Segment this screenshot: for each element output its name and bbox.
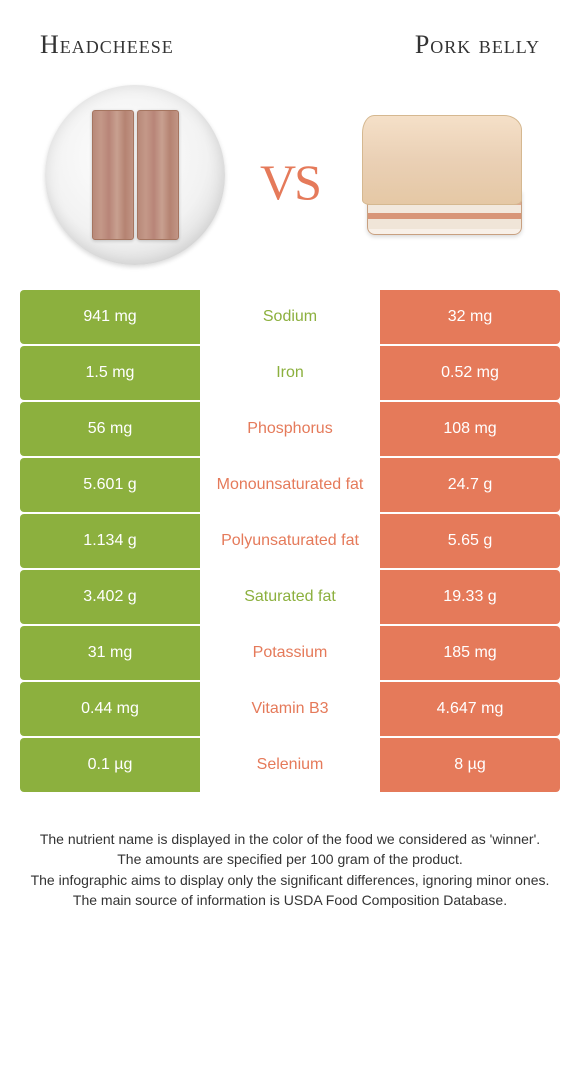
food-title-right: Pork belly <box>415 30 540 60</box>
value-right: 8 µg <box>380 738 560 792</box>
food-image-left <box>40 90 230 260</box>
hero-row: vs <box>0 70 580 290</box>
nutrient-name: Saturated fat <box>200 570 380 624</box>
value-left: 1.5 mg <box>20 346 200 400</box>
header: Headcheese Pork belly <box>0 0 580 70</box>
value-left: 0.1 µg <box>20 738 200 792</box>
footer-line: The main source of information is USDA F… <box>25 890 555 910</box>
value-right: 4.647 mg <box>380 682 560 736</box>
value-left: 1.134 g <box>20 514 200 568</box>
value-left: 3.402 g <box>20 570 200 624</box>
nutrient-name: Polyunsaturated fat <box>200 514 380 568</box>
vs-label: vs <box>260 134 320 217</box>
plate-icon <box>45 85 225 265</box>
value-left: 941 mg <box>20 290 200 344</box>
table-row: 56 mgPhosphorus108 mg <box>20 402 560 456</box>
value-right: 108 mg <box>380 402 560 456</box>
nutrient-name: Vitamin B3 <box>200 682 380 736</box>
value-right: 24.7 g <box>380 458 560 512</box>
table-row: 1.5 mgIron0.52 mg <box>20 346 560 400</box>
table-row: 0.44 mgVitamin B34.647 mg <box>20 682 560 736</box>
value-left: 31 mg <box>20 626 200 680</box>
nutrient-name: Monounsaturated fat <box>200 458 380 512</box>
value-left: 56 mg <box>20 402 200 456</box>
footer-line: The infographic aims to display only the… <box>25 870 555 890</box>
nutrient-name: Iron <box>200 346 380 400</box>
value-right: 5.65 g <box>380 514 560 568</box>
value-left: 0.44 mg <box>20 682 200 736</box>
table-row: 3.402 gSaturated fat19.33 g <box>20 570 560 624</box>
footer-notes: The nutrient name is displayed in the co… <box>0 794 580 910</box>
nutrient-name: Potassium <box>200 626 380 680</box>
table-row: 941 mgSodium32 mg <box>20 290 560 344</box>
food-image-right <box>350 90 540 260</box>
table-row: 0.1 µgSelenium8 µg <box>20 738 560 792</box>
table-row: 1.134 gPolyunsaturated fat5.65 g <box>20 514 560 568</box>
nutrient-name: Sodium <box>200 290 380 344</box>
nutrient-table: 941 mgSodium32 mg1.5 mgIron0.52 mg56 mgP… <box>0 290 580 792</box>
value-right: 32 mg <box>380 290 560 344</box>
value-right: 19.33 g <box>380 570 560 624</box>
table-row: 5.601 gMonounsaturated fat24.7 g <box>20 458 560 512</box>
food-title-left: Headcheese <box>40 30 174 60</box>
table-row: 31 mgPotassium185 mg <box>20 626 560 680</box>
nutrient-name: Selenium <box>200 738 380 792</box>
value-left: 5.601 g <box>20 458 200 512</box>
nutrient-name: Phosphorus <box>200 402 380 456</box>
footer-line: The amounts are specified per 100 gram o… <box>25 849 555 869</box>
footer-line: The nutrient name is displayed in the co… <box>25 829 555 849</box>
value-right: 0.52 mg <box>380 346 560 400</box>
value-right: 185 mg <box>380 626 560 680</box>
pork-belly-icon <box>362 115 527 235</box>
